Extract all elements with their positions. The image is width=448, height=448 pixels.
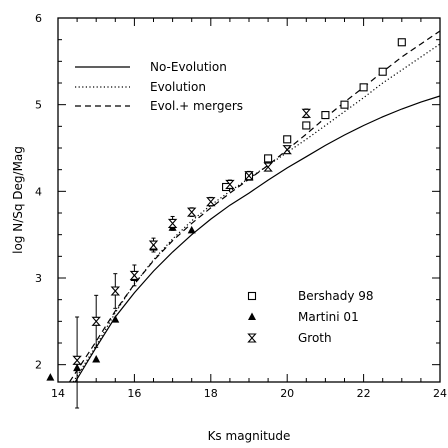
- data-point-open-square: [378, 67, 387, 76]
- data-point-hourglass: [225, 179, 235, 189]
- data-point-hourglass: [263, 162, 273, 172]
- y-tick-label: 4: [35, 185, 42, 198]
- legend-label-groth: Groth: [298, 331, 332, 345]
- legend-marker-bershady: [247, 291, 257, 301]
- data-point-open-square: [397, 38, 406, 47]
- legend-label-bershady: Bershady 98: [298, 289, 374, 303]
- y-axis-label: log N/Sq Deg/Mag: [11, 146, 25, 254]
- data-legend: Bershady 98 Martini 01 Groth: [247, 289, 374, 345]
- model-curve-dotted: [72, 43, 441, 383]
- data-point-hourglass: [301, 108, 312, 118]
- data-point-filled-triangle: [73, 363, 82, 372]
- legend-marker-groth: [247, 333, 257, 343]
- data-point-hourglass: [167, 218, 178, 228]
- data-point-hourglass: [148, 240, 159, 250]
- model-curve-solid: [74, 95, 441, 383]
- data-point-hourglass: [206, 197, 216, 207]
- y-tick-label: 5: [35, 99, 42, 112]
- y-tick-label: 2: [35, 359, 42, 372]
- model-legend: No-Evolution Evolution Evol.+ mergers: [75, 60, 243, 113]
- tick-labels: 14 16 18 20 22 24 2 3 4 5 6: [35, 12, 447, 400]
- data-point-hourglass: [186, 207, 197, 217]
- model-curve-dashed: [68, 30, 441, 383]
- y-tick-label: 6: [35, 12, 42, 25]
- data-point-hourglass: [282, 145, 292, 155]
- data-point-filled-triangle: [46, 373, 55, 381]
- legend-marker: [247, 291, 257, 301]
- data-point-filled-triangle: [187, 225, 196, 234]
- legend-marker-martini: [248, 312, 256, 320]
- data-point-hourglass: [72, 355, 82, 365]
- legend-marker: [248, 312, 256, 320]
- x-tick-label: 14: [51, 387, 65, 400]
- model-curves: [68, 30, 441, 383]
- x-tick-label: 16: [127, 387, 141, 400]
- data-point-filled-triangle: [92, 354, 101, 363]
- legend-label-martini: Martini 01: [298, 310, 359, 324]
- data-points: [46, 38, 406, 381]
- data-point-open-square: [302, 121, 311, 130]
- data-point-hourglass: [91, 316, 101, 326]
- axis-ticks: [57, 17, 441, 382]
- y-tick-label: 3: [35, 272, 42, 285]
- x-tick-label: 22: [357, 387, 371, 400]
- data-point-open-square: [283, 135, 292, 144]
- x-axis-label: Ks magnitude: [208, 429, 291, 443]
- data-point-filled-triangle: [111, 315, 120, 323]
- data-point-open-square: [321, 111, 330, 120]
- legend-label-evolution: Evolution: [150, 80, 206, 94]
- legend-marker: [247, 333, 257, 343]
- data-point-open-square: [359, 83, 368, 92]
- data-point-hourglass: [129, 270, 140, 280]
- data-point-hourglass: [244, 171, 254, 181]
- legend-label-evol-mergers: Evol.+ mergers: [150, 99, 243, 113]
- x-tick-label: 18: [204, 387, 218, 400]
- data-point-open-square: [264, 154, 273, 163]
- data-point-hourglass: [110, 286, 121, 296]
- x-tick-label: 20: [280, 387, 294, 400]
- legend-label-no-evolution: No-Evolution: [150, 60, 227, 74]
- error-bars: [75, 108, 309, 409]
- data-point-open-square: [340, 100, 349, 109]
- x-tick-label: 24: [433, 387, 447, 400]
